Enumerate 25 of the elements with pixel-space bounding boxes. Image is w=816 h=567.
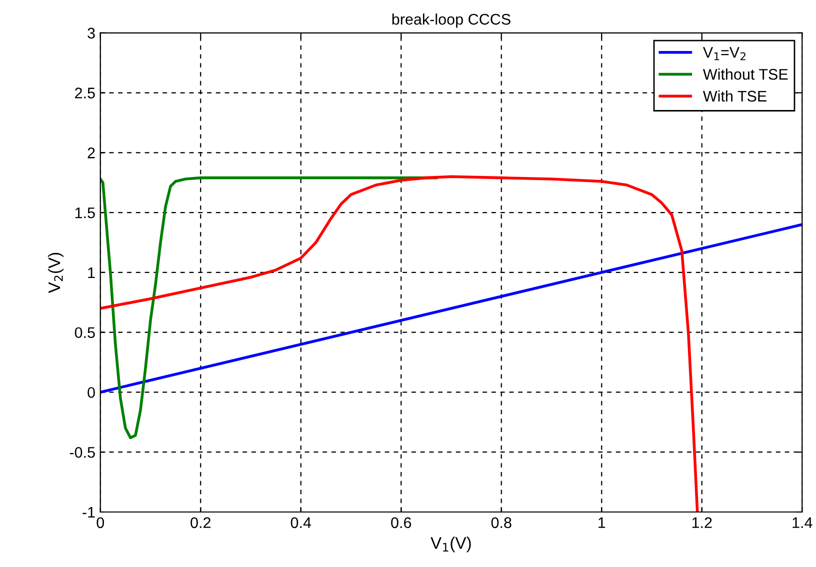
- x-tick-label: 1.2: [692, 517, 712, 528]
- x-tick-label: 0: [96, 517, 104, 528]
- y-tick-label: 2.5: [75, 88, 95, 98]
- y-tick-label: -1: [82, 507, 95, 518]
- y-tick-label: -0.5: [70, 446, 95, 458]
- legend-label: V$_{1}$=V$_{2}$: [702, 47, 746, 60]
- line-series: [100, 176, 438, 440]
- y-tick-label: 0.5: [74, 327, 95, 338]
- y-axis-title: V$_{2}$(V): [48, 252, 64, 294]
- y-tick-label: 0: [88, 387, 95, 398]
- line-series: [100, 175, 699, 512]
- legend-label: Without TSE: [702, 68, 788, 80]
- y-tick-label: 2: [88, 148, 95, 158]
- y-tick-label: 1: [88, 267, 95, 278]
- y-tick-label: 1.5: [75, 208, 95, 218]
- x-tick-label: 1: [598, 517, 606, 528]
- x-tick-label: 1.4: [792, 517, 812, 528]
- x-tick-label: 0.8: [491, 517, 512, 528]
- legend-label: With TSE: [702, 90, 766, 102]
- x-tick-label: 0.2: [190, 517, 210, 528]
- chart-title: break-loop CCCS: [392, 13, 510, 28]
- x-tick-label: 0.6: [391, 517, 412, 528]
- y-tick-label: 3: [88, 28, 95, 39]
- x-axis-title: V$_{1}$(V): [430, 536, 471, 552]
- x-tick-label: 0.4: [290, 517, 312, 528]
